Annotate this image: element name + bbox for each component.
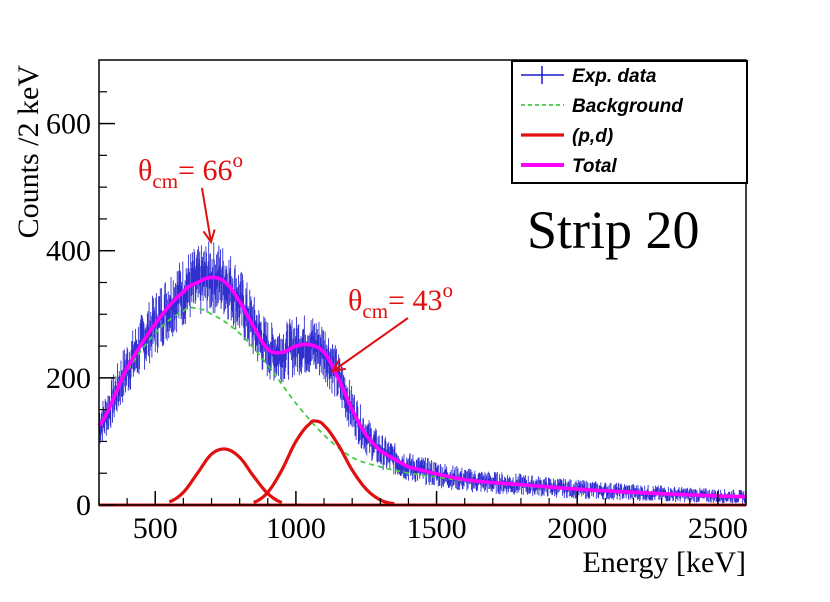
arrow-66-head (202, 229, 216, 245)
strip-label: Strip 20 (527, 200, 700, 260)
annotation-43-sup: o (442, 278, 453, 302)
y-tick-label: 200 (46, 362, 91, 395)
x-tick-label: 2000 (547, 512, 607, 545)
y-tick-label: 600 (46, 108, 91, 141)
legend: Exp. data Background (p,d) Total (511, 60, 748, 184)
x-tick-label: 500 (133, 512, 178, 545)
arrow-43 (332, 317, 409, 372)
annotation-66: θcm= 66o (138, 148, 243, 193)
annotation-43-eq: = 43 (388, 284, 442, 317)
pd-curve-66 (168, 447, 283, 504)
legend-entry-label: (p,d) (572, 126, 613, 147)
x-axis-label: Energy [keV] (582, 546, 746, 579)
total-curve (97, 275, 747, 499)
arrow-43-head (331, 359, 346, 373)
y-tick-label: 400 (46, 235, 91, 268)
x-tick-label: 1000 (266, 512, 326, 545)
exp-data-layer (98, 241, 747, 504)
annotation-66-theta: θ (138, 154, 152, 187)
arrow-66 (201, 187, 212, 243)
annotation-66-sup: o (232, 148, 243, 172)
legend-entry-label: Background (572, 96, 683, 117)
pd-curve-43 (253, 419, 395, 506)
exp-data-points (98, 241, 747, 504)
legend-box (511, 60, 748, 184)
annotation-43-theta: θ (348, 284, 362, 317)
annotations: θcm= 66o θcm= 43o (138, 148, 453, 373)
y-tick-label: 0 (76, 489, 91, 522)
annotation-43-sub: cm (362, 299, 388, 323)
legend-entry-label: Exp. data (572, 66, 657, 87)
x-tick-label: 1500 (407, 512, 467, 545)
axes-layer: 500 1000 1500 2000 2500 0 200 400 600 (46, 91, 748, 545)
annotation-43: θcm= 43o (348, 278, 453, 323)
x-tick-label: 2500 (688, 512, 748, 545)
legend-entry-label: Total (572, 156, 617, 177)
y-axis-label: Counts /2 keV (12, 65, 45, 239)
annotation-66-eq: = 66 (178, 154, 232, 187)
annotation-66-sub: cm (152, 169, 178, 193)
